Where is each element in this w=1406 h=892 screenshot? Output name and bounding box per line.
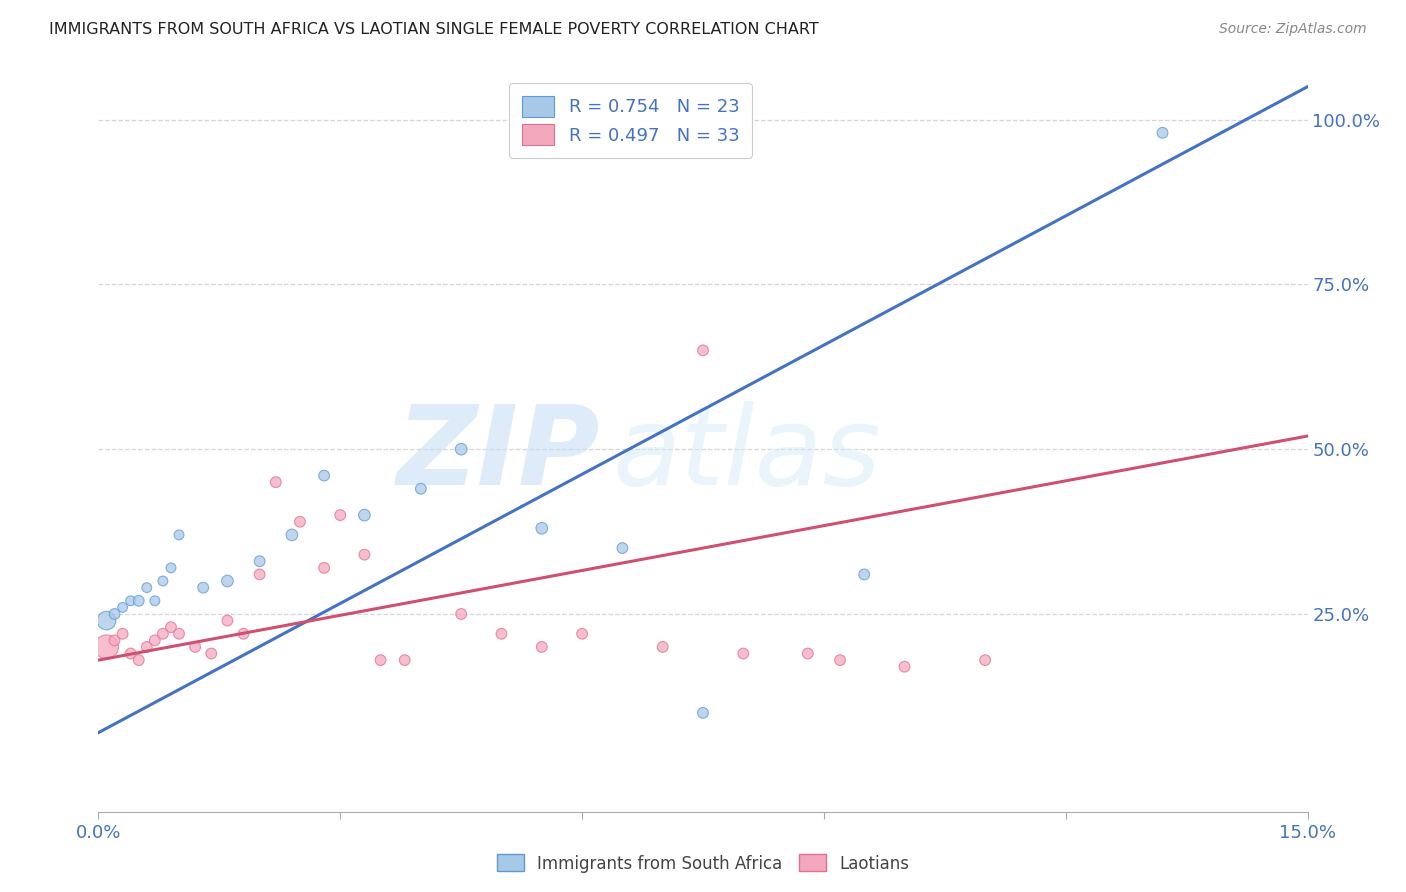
Point	[450, 607, 472, 621]
Point	[217, 614, 239, 628]
Point	[193, 581, 215, 595]
Point	[232, 626, 254, 640]
Point	[450, 442, 472, 457]
Point	[249, 554, 271, 568]
Point	[184, 640, 207, 654]
Point	[128, 653, 150, 667]
Point	[103, 607, 125, 621]
Point	[353, 508, 375, 522]
Point	[394, 653, 416, 667]
Point	[167, 528, 190, 542]
Point	[103, 633, 125, 648]
Point	[152, 626, 174, 640]
Point	[143, 633, 166, 648]
Point	[491, 626, 513, 640]
Text: Source: ZipAtlas.com: Source: ZipAtlas.com	[1219, 22, 1367, 37]
Point	[893, 659, 915, 673]
Point	[135, 581, 157, 595]
Point	[200, 647, 222, 661]
Point	[120, 647, 142, 661]
Text: atlas: atlas	[613, 401, 882, 508]
Point	[692, 706, 714, 720]
Point	[692, 343, 714, 358]
Text: IMMIGRANTS FROM SOUTH AFRICA VS LAOTIAN SINGLE FEMALE POVERTY CORRELATION CHART: IMMIGRANTS FROM SOUTH AFRICA VS LAOTIAN …	[49, 22, 818, 37]
Point	[530, 521, 553, 535]
Point	[1152, 126, 1174, 140]
Point	[96, 640, 118, 654]
Text: ZIP: ZIP	[396, 401, 600, 508]
Point	[314, 468, 336, 483]
Point	[160, 561, 183, 575]
Point	[409, 482, 432, 496]
Point	[249, 567, 271, 582]
Point	[135, 640, 157, 654]
Point	[370, 653, 392, 667]
Point	[651, 640, 673, 654]
Point	[143, 594, 166, 608]
Point	[974, 653, 997, 667]
Point	[797, 647, 820, 661]
Point	[353, 548, 375, 562]
Point	[160, 620, 183, 634]
Point	[111, 600, 134, 615]
Point	[281, 528, 304, 542]
Point	[167, 626, 190, 640]
Legend: R = 0.754   N = 23, R = 0.497   N = 33: R = 0.754 N = 23, R = 0.497 N = 33	[509, 83, 752, 158]
Point	[733, 647, 755, 661]
Point	[111, 626, 134, 640]
Point	[828, 653, 851, 667]
Point	[288, 515, 311, 529]
Point	[264, 475, 287, 490]
Point	[530, 640, 553, 654]
Point	[128, 594, 150, 608]
Point	[217, 574, 239, 588]
Point	[314, 561, 336, 575]
Point	[120, 594, 142, 608]
Point	[329, 508, 352, 522]
Point	[152, 574, 174, 588]
Point	[853, 567, 876, 582]
Point	[96, 614, 118, 628]
Legend: Immigrants from South Africa, Laotians: Immigrants from South Africa, Laotians	[491, 847, 915, 880]
Point	[571, 626, 593, 640]
Point	[612, 541, 634, 555]
